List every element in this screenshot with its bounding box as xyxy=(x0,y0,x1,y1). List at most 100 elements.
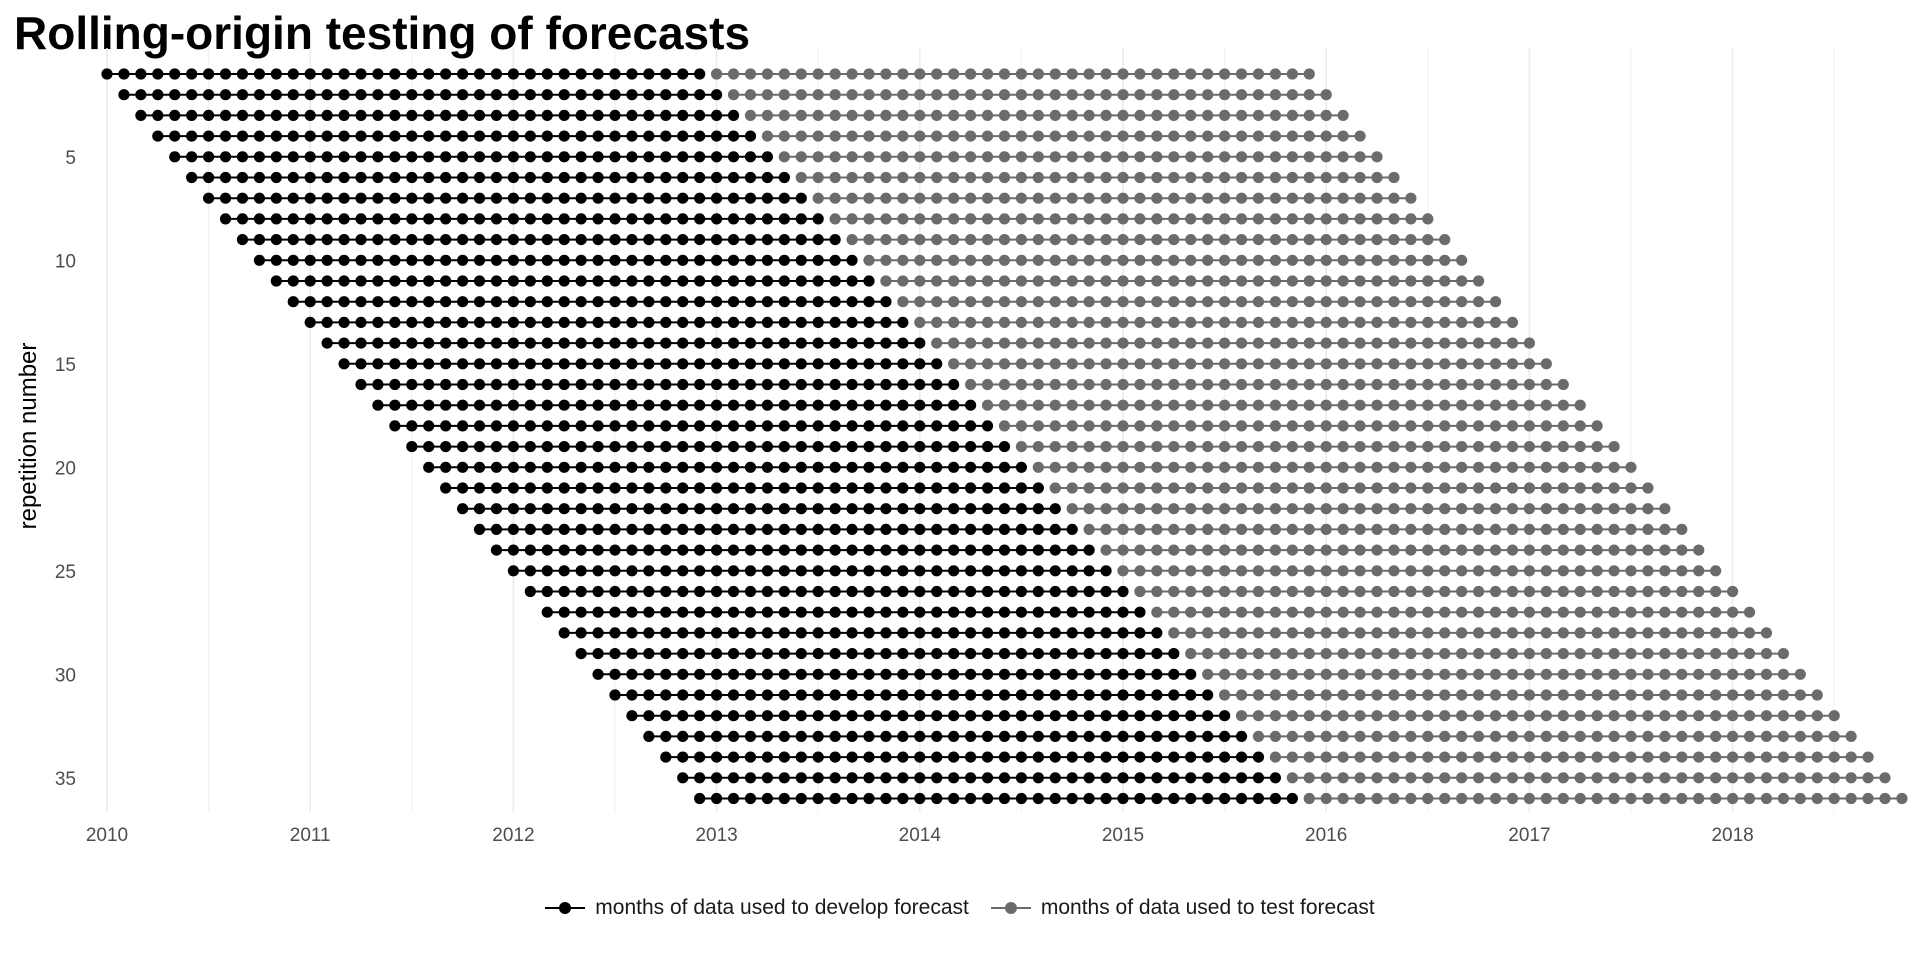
data-point xyxy=(812,171,824,184)
data-point xyxy=(778,710,790,722)
data-point xyxy=(457,316,469,328)
data-point xyxy=(1235,337,1248,349)
data-point xyxy=(660,89,672,101)
data-point xyxy=(1422,234,1434,246)
data-point xyxy=(1134,523,1146,536)
data-point xyxy=(1523,461,1535,473)
data-point xyxy=(541,441,553,453)
data-point xyxy=(660,151,672,163)
data-point xyxy=(253,234,265,246)
data-point xyxy=(1659,710,1671,722)
data-point xyxy=(1168,275,1180,287)
data-point xyxy=(1100,689,1112,701)
test-row xyxy=(829,213,1434,225)
data-point xyxy=(1286,565,1298,577)
data-point xyxy=(1117,234,1129,246)
data-point xyxy=(677,565,689,577)
data-point xyxy=(1506,710,1519,722)
data-point xyxy=(846,399,858,411)
data-point xyxy=(846,710,858,722)
data-point xyxy=(558,503,570,515)
data-point xyxy=(863,730,875,743)
data-point xyxy=(1557,378,1569,391)
data-point xyxy=(1219,171,1231,184)
data-point xyxy=(575,606,587,618)
data-point xyxy=(1049,585,1061,598)
data-point xyxy=(677,254,689,266)
data-point xyxy=(1371,254,1383,266)
data-point xyxy=(253,171,265,184)
data-point xyxy=(1405,482,1417,494)
data-point xyxy=(1168,213,1180,225)
data-point xyxy=(829,275,841,287)
data-point xyxy=(744,296,757,308)
data-point xyxy=(592,316,604,328)
data-point xyxy=(1337,192,1349,204)
data-point xyxy=(795,316,807,328)
data-point xyxy=(1066,109,1078,121)
data-point xyxy=(575,503,587,515)
data-point xyxy=(931,710,943,722)
data-point xyxy=(355,358,367,370)
data-point xyxy=(744,751,757,763)
data-point xyxy=(541,130,553,142)
data-point xyxy=(981,109,994,121)
data-point xyxy=(1151,668,1163,680)
data-point xyxy=(778,275,790,287)
data-point xyxy=(1473,316,1485,328)
data-point xyxy=(473,337,486,349)
data-point xyxy=(1473,751,1485,763)
data-point xyxy=(389,130,401,142)
data-point xyxy=(1252,358,1265,370)
data-point xyxy=(389,171,401,184)
data-point xyxy=(677,585,689,598)
data-point xyxy=(1371,192,1383,204)
data-point xyxy=(1625,668,1637,680)
data-point xyxy=(1049,213,1061,225)
data-point xyxy=(1252,337,1265,349)
data-point xyxy=(660,171,672,184)
data-point xyxy=(812,751,824,763)
data-point xyxy=(1015,171,1027,184)
data-point xyxy=(1134,234,1146,246)
data-point xyxy=(744,130,757,142)
data-point xyxy=(1168,751,1180,763)
data-point xyxy=(1625,730,1637,743)
data-point xyxy=(389,192,401,204)
data-point xyxy=(1320,378,1332,391)
data-point xyxy=(558,109,570,121)
data-point xyxy=(236,171,249,184)
data-point xyxy=(473,89,486,101)
data-point xyxy=(795,461,807,473)
data-point xyxy=(1202,710,1214,722)
data-point xyxy=(1405,192,1417,204)
data-point xyxy=(914,151,926,163)
develop-row xyxy=(609,689,1214,701)
data-point xyxy=(541,461,553,473)
data-point xyxy=(1523,337,1535,349)
data-point xyxy=(981,565,994,577)
data-point xyxy=(1337,316,1349,328)
data-point xyxy=(965,689,977,701)
data-point xyxy=(626,89,638,101)
data-point xyxy=(423,171,435,184)
data-point xyxy=(423,461,435,473)
data-point xyxy=(338,275,350,287)
data-point xyxy=(863,441,875,453)
data-point xyxy=(1523,751,1535,763)
data-point xyxy=(1473,420,1485,432)
data-point xyxy=(558,565,570,577)
data-point xyxy=(219,89,232,101)
data-point xyxy=(541,234,553,246)
data-point xyxy=(203,130,215,142)
data-point xyxy=(1083,523,1095,536)
data-point xyxy=(1235,378,1248,391)
data-point xyxy=(423,316,435,328)
data-point xyxy=(1354,316,1366,328)
data-point xyxy=(643,68,655,80)
data-point xyxy=(372,358,384,370)
develop-row xyxy=(643,730,1248,743)
data-point xyxy=(643,730,655,743)
data-point xyxy=(1625,710,1637,722)
data-point xyxy=(1269,89,1281,101)
